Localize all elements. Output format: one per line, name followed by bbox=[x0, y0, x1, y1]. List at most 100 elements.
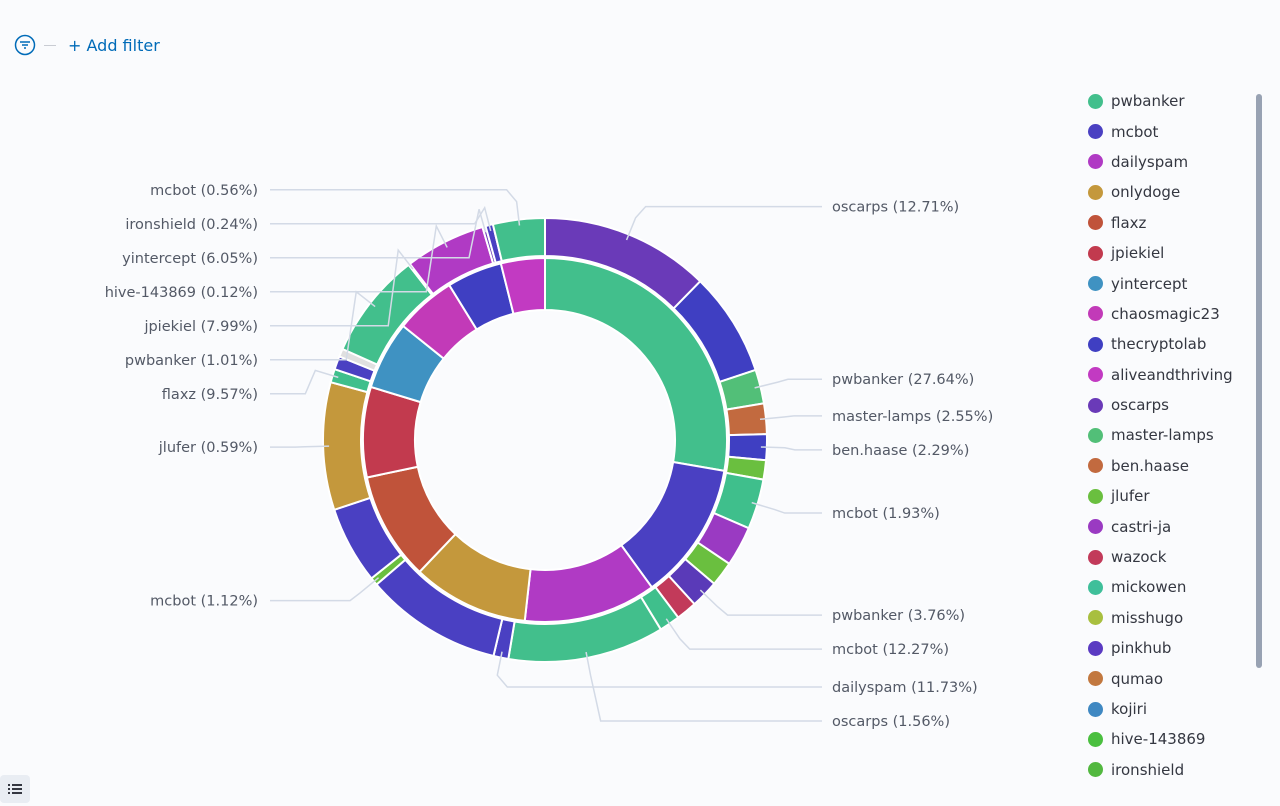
legend-item[interactable]: chaosmagic23 bbox=[1088, 299, 1248, 329]
legend-item[interactable]: kojiri bbox=[1088, 694, 1248, 724]
label-leader-line bbox=[751, 501, 822, 514]
inner-ring-slice[interactable] bbox=[499, 256, 546, 316]
legend-color-dot bbox=[1088, 549, 1103, 565]
chart-legend: pwbanker mcbot dailyspam onlydoge flaxz jpiek… bbox=[1088, 86, 1248, 792]
legend-item[interactable]: castri-ja bbox=[1088, 511, 1248, 541]
donut-chart: oscarps (12.71%) pwbanker (27.64%) master-… bbox=[105, 183, 994, 730]
legend-color-dot bbox=[1088, 336, 1103, 352]
legend-color-dot bbox=[1088, 427, 1103, 443]
legend-color-dot bbox=[1088, 124, 1103, 140]
donut-rings bbox=[322, 216, 768, 663]
slice-label: ironshield (0.24%) bbox=[125, 217, 258, 233]
label-leader-line bbox=[270, 209, 487, 259]
legend-color-dot bbox=[1088, 306, 1103, 322]
legend-item[interactable]: onlydoge bbox=[1088, 177, 1248, 207]
label-leader-line bbox=[759, 415, 822, 421]
label-leader-line bbox=[625, 205, 822, 241]
legend-color-dot bbox=[1088, 215, 1103, 231]
label-leader-line bbox=[270, 290, 376, 361]
legend-item[interactable]: jlufer bbox=[1088, 481, 1248, 511]
label-leader-line bbox=[665, 618, 822, 650]
legend-item[interactable]: ironshield bbox=[1088, 755, 1248, 785]
legend-color-dot bbox=[1088, 519, 1103, 535]
slice-label: mcbot (0.56%) bbox=[150, 183, 258, 199]
legend-item[interactable]: jpiekiel bbox=[1088, 238, 1248, 268]
legend-color-dot bbox=[1088, 762, 1103, 778]
legend-color-dot bbox=[1088, 640, 1103, 656]
inner-ring-slice[interactable] bbox=[544, 256, 728, 473]
legend-label: castri-ja bbox=[1111, 517, 1172, 536]
legend-label: kojiri bbox=[1111, 700, 1147, 718]
inner-ring-slice[interactable] bbox=[362, 385, 422, 479]
legend-label: dailyspam bbox=[1111, 152, 1189, 171]
legend-color-dot bbox=[1088, 367, 1103, 383]
legend-item[interactable]: misshugo bbox=[1088, 603, 1248, 633]
legend-label: thecryptolab bbox=[1111, 335, 1207, 354]
legend-item[interactable]: master-lamps bbox=[1088, 420, 1248, 450]
legend-item[interactable]: mickowen bbox=[1088, 572, 1248, 602]
legend-label: jpiekiel bbox=[1111, 244, 1165, 263]
slice-label: yintercept (6.05%) bbox=[122, 251, 258, 267]
legend-item[interactable]: dailyspam bbox=[1088, 147, 1248, 177]
label-leaders bbox=[270, 189, 822, 722]
list-icon bbox=[8, 784, 22, 794]
label-leader-line bbox=[270, 445, 330, 448]
filter-bar: + Add filter bbox=[14, 32, 160, 58]
legend-toggle-button[interactable] bbox=[0, 775, 30, 803]
legend-color-dot bbox=[1088, 488, 1103, 504]
label-leader-line bbox=[270, 369, 339, 395]
legend-label: jlufer bbox=[1111, 487, 1150, 506]
filter-icon[interactable] bbox=[14, 34, 36, 56]
legend-color-dot bbox=[1088, 93, 1103, 109]
legend-item[interactable]: pinkhub bbox=[1088, 633, 1248, 663]
legend-label: hive-143869 bbox=[1111, 730, 1206, 749]
legend-item[interactable]: qumao bbox=[1088, 663, 1248, 693]
label-leader-line bbox=[760, 446, 822, 451]
legend-item[interactable]: flaxz bbox=[1088, 208, 1248, 238]
slice-label: dailyspam (11.73%) bbox=[832, 680, 978, 696]
legend-label: qumao bbox=[1111, 669, 1164, 688]
legend-label: pwbanker bbox=[1111, 92, 1185, 111]
label-leader-line bbox=[270, 223, 448, 293]
legend-item[interactable]: pwbanker bbox=[1088, 86, 1248, 116]
legend-item[interactable]: yintercept bbox=[1088, 268, 1248, 298]
legend-label: pinkhub bbox=[1111, 639, 1172, 658]
legend-item[interactable]: ben.haase bbox=[1088, 451, 1248, 481]
legend-label: flaxz bbox=[1111, 213, 1147, 232]
label-leader-line bbox=[270, 189, 521, 226]
legend-item[interactable]: hive-143869 bbox=[1088, 724, 1248, 754]
legend-color-dot bbox=[1088, 154, 1103, 170]
legend-label: oscarps bbox=[1111, 396, 1169, 415]
legend-item[interactable]: oscarps bbox=[1088, 390, 1248, 420]
legend-label: aliveandthriving bbox=[1111, 365, 1233, 384]
slice-label: pwbanker (27.64%) bbox=[832, 372, 974, 388]
slice-labels: oscarps (12.71%) pwbanker (27.64%) master-… bbox=[105, 183, 994, 730]
legend-color-dot bbox=[1088, 671, 1103, 687]
slice-label: pwbanker (3.76%) bbox=[832, 608, 965, 624]
add-filter-button[interactable]: + Add filter bbox=[68, 35, 160, 55]
label-leader-line bbox=[585, 651, 822, 722]
legend-scrollbar[interactable] bbox=[1256, 94, 1262, 668]
slice-label: mcbot (1.12%) bbox=[150, 594, 258, 610]
legend-label: master-lamps bbox=[1111, 426, 1214, 445]
legend-color-dot bbox=[1088, 184, 1103, 200]
slice-label: hive-143869 (0.12%) bbox=[105, 285, 258, 301]
legend-item[interactable]: mcbot bbox=[1088, 116, 1248, 146]
legend-label: ironshield bbox=[1111, 760, 1185, 779]
legend-item[interactable]: thecryptolab bbox=[1088, 329, 1248, 359]
label-leader-line bbox=[270, 577, 380, 602]
slice-label: oscarps (1.56%) bbox=[832, 714, 950, 730]
outer-ring-slice[interactable] bbox=[491, 216, 546, 263]
legend-color-dot bbox=[1088, 579, 1103, 595]
label-leader-line bbox=[270, 205, 492, 232]
legend-label: onlydoge bbox=[1111, 183, 1181, 202]
legend-item[interactable]: wazock bbox=[1088, 542, 1248, 572]
legend-color-dot bbox=[1088, 731, 1103, 747]
legend-color-dot bbox=[1088, 701, 1103, 717]
slice-label: jpiekiel (7.99%) bbox=[143, 319, 258, 335]
slice-label: master-lamps (2.55%) bbox=[832, 409, 993, 425]
label-leader-line bbox=[754, 378, 822, 389]
legend-label: wazock bbox=[1111, 548, 1167, 567]
legend-label: ben.haase bbox=[1111, 456, 1189, 475]
legend-item[interactable]: aliveandthriving bbox=[1088, 360, 1248, 390]
